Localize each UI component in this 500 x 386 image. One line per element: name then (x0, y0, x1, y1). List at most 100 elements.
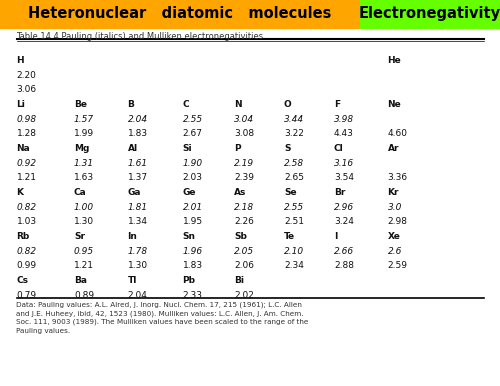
Text: Ne: Ne (388, 100, 401, 109)
Text: 4.43: 4.43 (334, 129, 354, 138)
Text: 4.60: 4.60 (388, 129, 407, 138)
Text: Li: Li (16, 100, 26, 109)
Text: 1.37: 1.37 (128, 173, 148, 182)
Text: 2.88: 2.88 (334, 261, 354, 270)
Text: Pb: Pb (182, 276, 196, 285)
Text: 2.55: 2.55 (284, 203, 304, 212)
Text: 2.6: 2.6 (388, 247, 402, 256)
Text: I: I (334, 232, 338, 241)
Text: 0.79: 0.79 (16, 291, 36, 300)
Text: Kr: Kr (388, 188, 399, 197)
Text: 3.08: 3.08 (234, 129, 254, 138)
Text: 2.33: 2.33 (182, 291, 203, 300)
Text: 2.10: 2.10 (284, 247, 304, 256)
Text: F: F (334, 100, 340, 109)
Text: Se: Se (284, 188, 296, 197)
Text: 3.16: 3.16 (334, 159, 354, 168)
Text: 2.59: 2.59 (388, 261, 407, 270)
Text: 3.36: 3.36 (388, 173, 407, 182)
Text: 0.99: 0.99 (16, 261, 36, 270)
Text: 2.66: 2.66 (334, 247, 354, 256)
Text: 2.03: 2.03 (182, 173, 203, 182)
Text: Sb: Sb (234, 232, 247, 241)
Text: C: C (182, 100, 189, 109)
Text: 1.63: 1.63 (74, 173, 94, 182)
Text: 1.30: 1.30 (74, 217, 94, 226)
Text: B: B (128, 100, 134, 109)
Text: Bi: Bi (234, 276, 244, 285)
Text: 3.98: 3.98 (334, 115, 354, 124)
Text: 1.31: 1.31 (74, 159, 94, 168)
Text: Mg: Mg (74, 144, 90, 153)
Text: Ba: Ba (74, 276, 87, 285)
Text: N: N (234, 100, 241, 109)
Text: 2.06: 2.06 (234, 261, 254, 270)
Text: O: O (284, 100, 292, 109)
Text: 2.20: 2.20 (16, 71, 36, 80)
Text: 2.96: 2.96 (334, 203, 354, 212)
Text: 1.28: 1.28 (16, 129, 36, 138)
Text: 1.00: 1.00 (74, 203, 94, 212)
Text: 1.95: 1.95 (182, 217, 203, 226)
Text: As: As (234, 188, 246, 197)
Text: 3.54: 3.54 (334, 173, 354, 182)
Text: 0.95: 0.95 (74, 247, 94, 256)
Text: 2.39: 2.39 (234, 173, 254, 182)
Text: 3.44: 3.44 (284, 115, 304, 124)
Text: Table 14.4 Pauling (italics) and Mulliken electronegativities: Table 14.4 Pauling (italics) and Mullike… (16, 32, 264, 41)
Text: 0.82: 0.82 (16, 247, 36, 256)
Text: 1.90: 1.90 (182, 159, 203, 168)
Text: 1.99: 1.99 (74, 129, 94, 138)
Text: 2.04: 2.04 (128, 115, 148, 124)
Text: Tl: Tl (128, 276, 137, 285)
Text: Si: Si (182, 144, 192, 153)
Text: Heteronuclear   diatomic   molecules: Heteronuclear diatomic molecules (28, 7, 332, 21)
Text: 1.83: 1.83 (128, 129, 148, 138)
Text: 2.58: 2.58 (284, 159, 304, 168)
Text: 1.21: 1.21 (74, 261, 94, 270)
Text: 3.24: 3.24 (334, 217, 354, 226)
Text: K: K (16, 188, 24, 197)
Text: Ge: Ge (182, 188, 196, 197)
Text: 2.55: 2.55 (182, 115, 203, 124)
Text: Sn: Sn (182, 232, 196, 241)
Text: Sr: Sr (74, 232, 85, 241)
Text: 1.61: 1.61 (128, 159, 148, 168)
Text: 1.57: 1.57 (74, 115, 94, 124)
Text: Cs: Cs (16, 276, 28, 285)
Text: Rb: Rb (16, 232, 30, 241)
Text: Ar: Ar (388, 144, 399, 153)
Text: Br: Br (334, 188, 345, 197)
Text: 2.19: 2.19 (234, 159, 254, 168)
Text: 3.04: 3.04 (234, 115, 254, 124)
Text: 0.89: 0.89 (74, 291, 94, 300)
Text: In: In (128, 232, 138, 241)
Text: 2.67: 2.67 (182, 129, 203, 138)
Text: Electronegativity: Electronegativity (359, 7, 500, 21)
Text: P: P (234, 144, 240, 153)
Text: 2.65: 2.65 (284, 173, 304, 182)
Text: 2.02: 2.02 (234, 291, 254, 300)
Text: 1.96: 1.96 (182, 247, 203, 256)
Text: 1.78: 1.78 (128, 247, 148, 256)
Text: Ca: Ca (74, 188, 87, 197)
Text: Cl: Cl (334, 144, 344, 153)
Text: 2.26: 2.26 (234, 217, 254, 226)
Text: 1.03: 1.03 (16, 217, 36, 226)
Text: 1.83: 1.83 (182, 261, 203, 270)
Text: Be: Be (74, 100, 87, 109)
Text: 1.34: 1.34 (128, 217, 148, 226)
Text: Data: Pauling values: A.L. Alred, J. Inorg. Nucl. Chem. 17, 215 (1961); L.C. All: Data: Pauling values: A.L. Alred, J. Ino… (16, 301, 309, 334)
Text: Al: Al (128, 144, 138, 153)
Text: 2.98: 2.98 (388, 217, 407, 226)
Text: 2.05: 2.05 (234, 247, 254, 256)
Text: 3.06: 3.06 (16, 85, 36, 94)
Text: 2.51: 2.51 (284, 217, 304, 226)
Text: 2.18: 2.18 (234, 203, 254, 212)
Text: 3.0: 3.0 (388, 203, 402, 212)
Text: 3.22: 3.22 (284, 129, 304, 138)
Text: 2.04: 2.04 (128, 291, 148, 300)
Text: 1.21: 1.21 (16, 173, 36, 182)
Text: H: H (16, 56, 24, 65)
Text: 0.92: 0.92 (16, 159, 36, 168)
